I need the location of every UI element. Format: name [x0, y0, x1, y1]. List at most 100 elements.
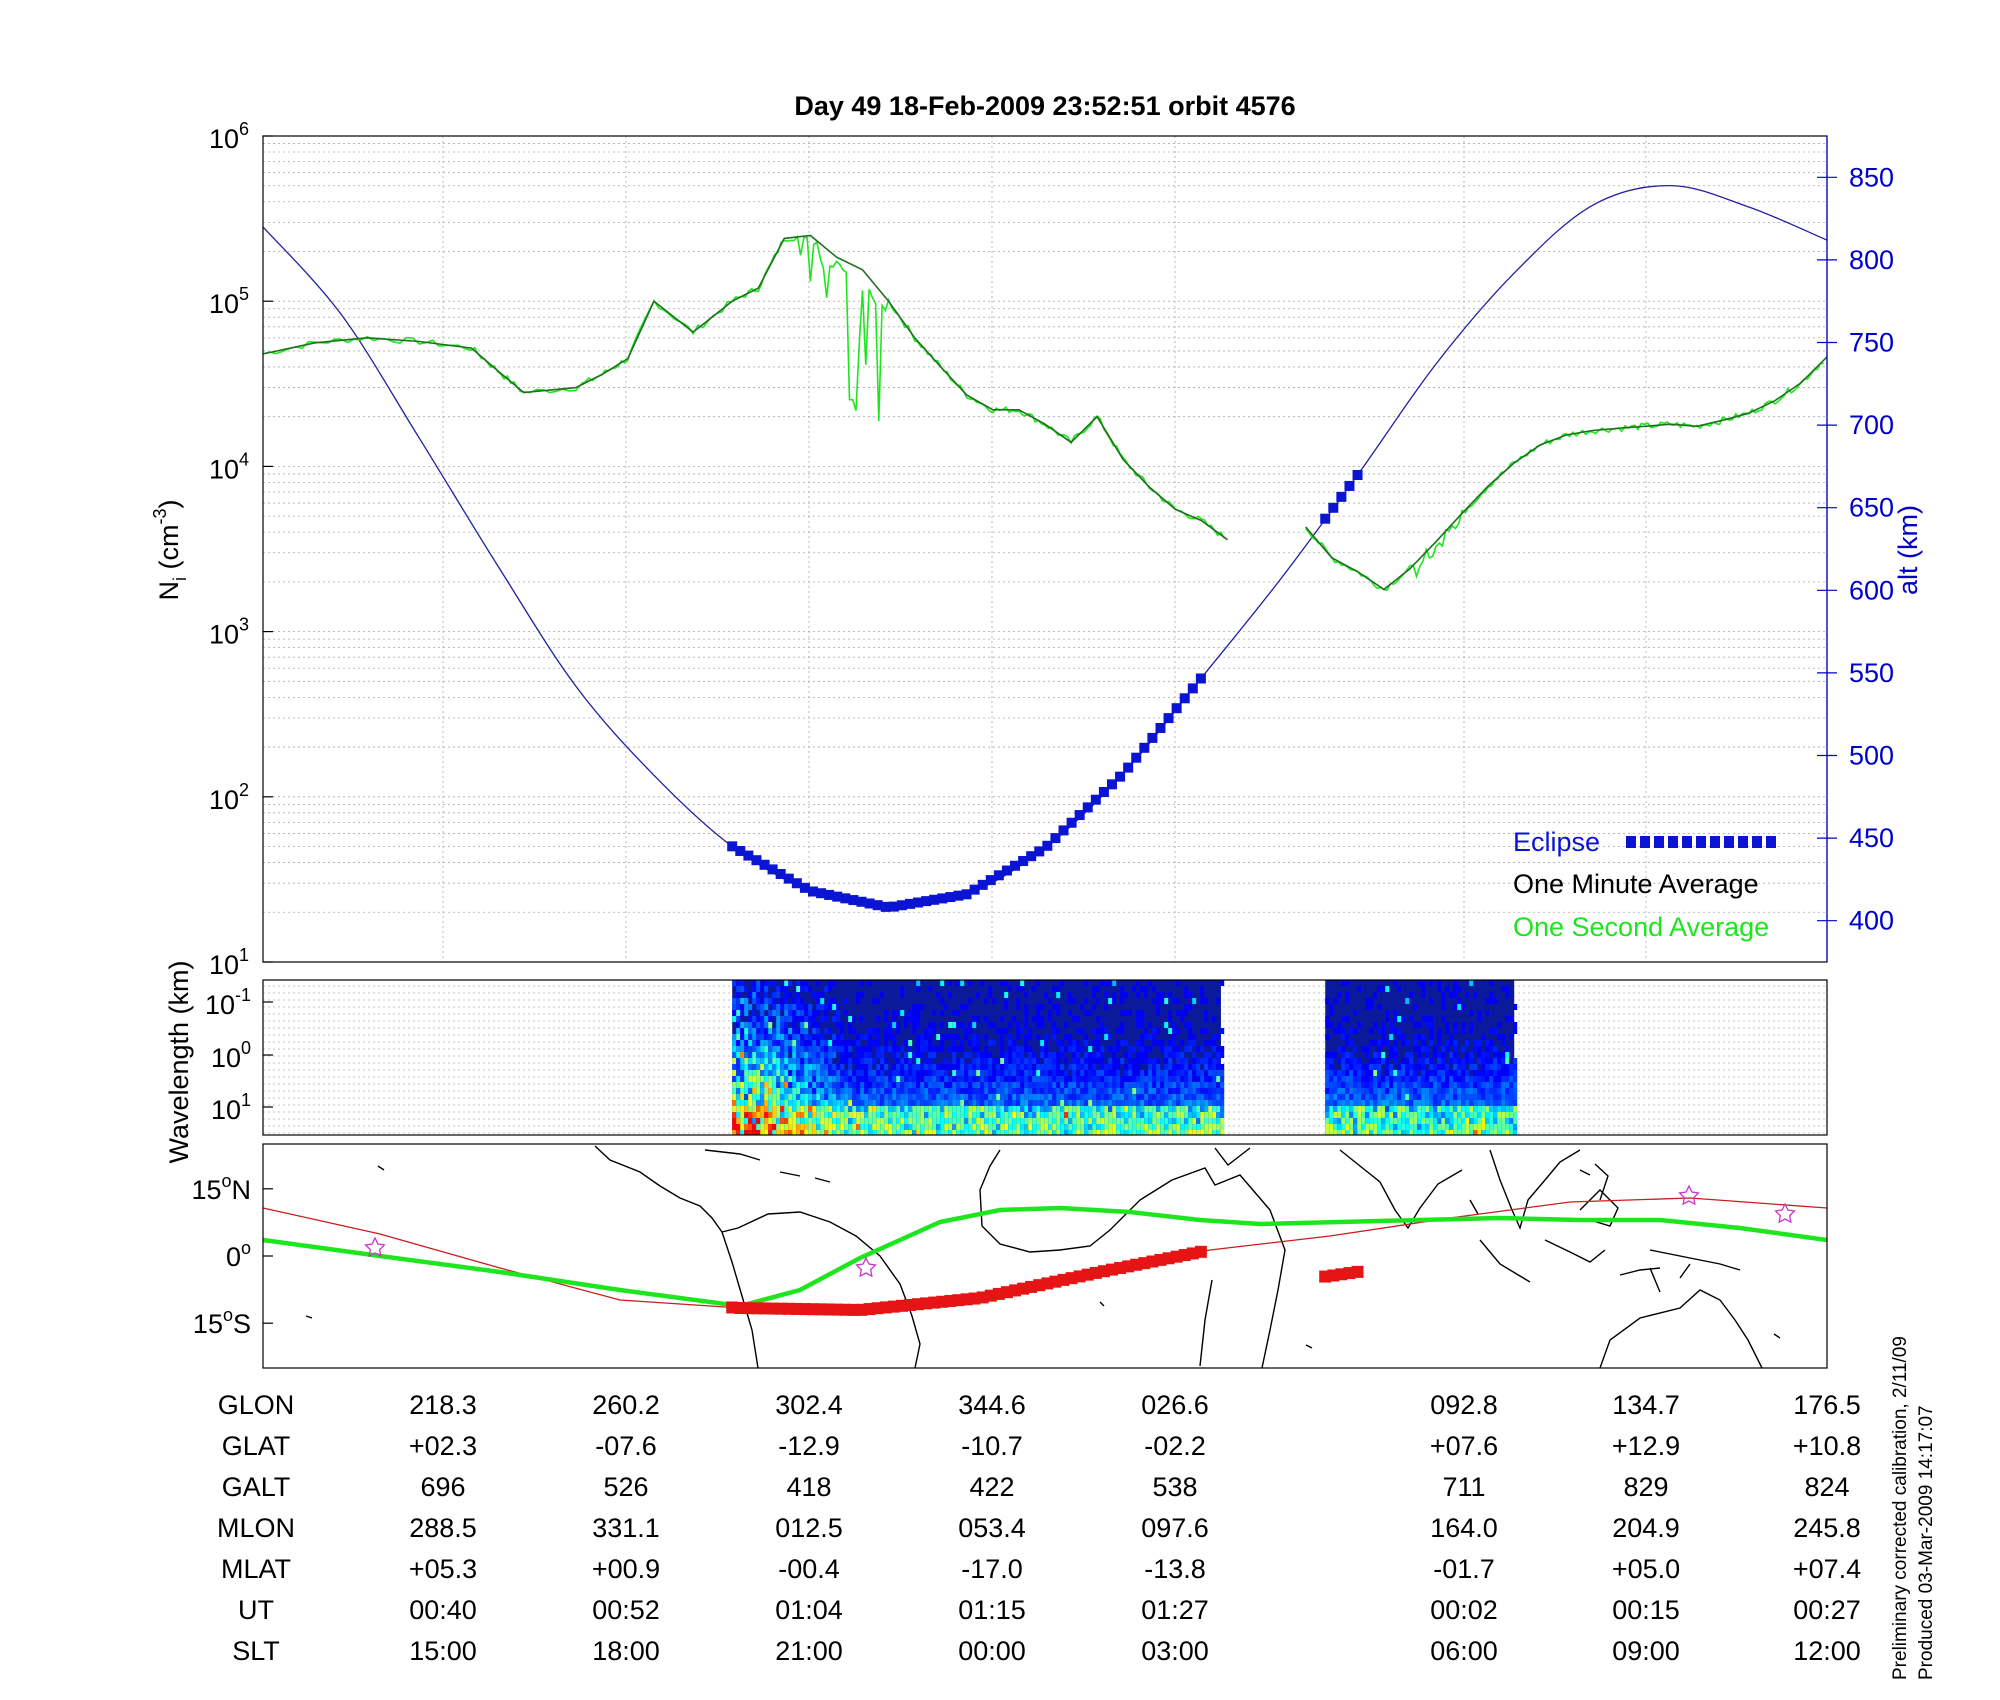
table-cell: 15:00	[409, 1636, 477, 1666]
spectrogram-cell	[1000, 980, 1005, 986]
spectrogram-cell	[1501, 1088, 1506, 1094]
spectrogram-cell	[1124, 1118, 1129, 1124]
spectrogram-cell	[1100, 1082, 1105, 1088]
spectrogram-cell	[832, 998, 837, 1004]
spectrogram-cell	[1381, 1088, 1386, 1094]
spectrogram-cell	[768, 1100, 773, 1106]
spectrogram-cell	[732, 1100, 737, 1106]
spectrogram-cell	[1140, 1046, 1145, 1052]
spectrogram-cell	[1385, 1082, 1390, 1088]
spectrogram-cell	[980, 1064, 985, 1070]
spectrogram-cell	[996, 1112, 1001, 1118]
one-minute-average-line	[263, 234, 1827, 591]
lat-tick-label: 15oN	[191, 1171, 251, 1205]
spectrogram-cell	[844, 1112, 849, 1118]
spectrogram-cell	[1068, 1082, 1073, 1088]
spectrogram-cell	[840, 1112, 845, 1118]
spectrogram-cell	[1341, 1106, 1346, 1112]
spectrogram-cell	[1345, 992, 1350, 998]
spectrogram-cell	[1421, 1130, 1426, 1135]
spectrogram-cell	[1453, 992, 1458, 998]
spectrogram-cell	[1132, 1094, 1137, 1100]
spectrogram-cell	[772, 992, 777, 998]
spectrogram-cell	[1509, 1064, 1514, 1070]
spectrogram-cell	[908, 1094, 913, 1100]
spectrogram-cell	[1485, 1010, 1490, 1016]
spectrogram-cell	[1120, 992, 1125, 998]
spectrogram-cell	[892, 1046, 897, 1052]
spectrogram-cell	[1100, 1112, 1105, 1118]
spectrogram-cell	[948, 1088, 953, 1094]
spectrogram-cell	[1409, 1118, 1414, 1124]
spectrogram-cell	[756, 1016, 761, 1022]
spectrogram-cell	[932, 1076, 937, 1082]
spectrogram-cell	[1381, 1124, 1386, 1130]
spectrogram-cell	[944, 1130, 949, 1135]
spectrogram-cell	[780, 1004, 785, 1010]
spectrogram-cell	[1409, 1088, 1414, 1094]
spectrogram-cell	[976, 1082, 981, 1088]
spectrogram-cell	[1341, 1124, 1346, 1130]
spectrogram-cell	[1020, 1046, 1025, 1052]
spectrogram-cell	[844, 1076, 849, 1082]
spectrogram-cell	[1092, 1088, 1097, 1094]
spectrogram-cell	[1405, 1040, 1410, 1046]
spectrogram-cell	[1377, 1082, 1382, 1088]
spectrogram-cell	[888, 1118, 893, 1124]
spectrogram-cell	[1156, 1112, 1161, 1118]
spectrogram-cell	[1329, 1052, 1334, 1058]
spectrogram-cell	[1184, 1010, 1189, 1016]
spectrogram-cell	[1068, 1064, 1073, 1070]
spectrogram-cell	[732, 1076, 737, 1082]
spectrogram-cell	[1004, 1064, 1009, 1070]
spectrogram-cell	[808, 1082, 813, 1088]
spectrogram-cell	[1072, 1112, 1077, 1118]
spectrogram-cell	[976, 1034, 981, 1040]
spectrogram-cell	[1012, 1118, 1017, 1124]
spectrogram-cell	[1501, 1100, 1506, 1106]
spectrogram-cell	[760, 1058, 765, 1064]
spectrogram-cell	[856, 1106, 861, 1112]
spectrogram-cell	[988, 1040, 993, 1046]
spectrogram-cell	[1128, 1076, 1133, 1082]
spectrogram-cell	[1144, 1130, 1149, 1135]
spectrogram-cell	[1481, 1130, 1486, 1135]
spectrogram-cell	[1196, 1058, 1201, 1064]
spectrogram-cell	[1341, 1016, 1346, 1022]
spectrogram-cell	[748, 1082, 753, 1088]
spectrogram-cell	[1124, 1100, 1129, 1106]
spectrogram-cell	[988, 1070, 993, 1076]
spectrogram-cell	[1349, 1130, 1354, 1135]
spectrogram-cell	[1445, 1088, 1450, 1094]
spectrogram-cell	[1365, 1064, 1370, 1070]
spectrogram-cell	[968, 1076, 973, 1082]
spectrogram-cell	[980, 980, 985, 986]
spectrogram-cell	[976, 1058, 981, 1064]
spectrogram-cell	[760, 986, 765, 992]
spectrogram-cell	[1108, 1094, 1113, 1100]
spectrogram-cell	[1345, 1100, 1350, 1106]
table-row-label: GLAT	[222, 1431, 291, 1461]
spectrogram-cell	[1477, 1016, 1482, 1022]
spectrogram-cell	[1501, 1064, 1506, 1070]
spectrogram-cell	[988, 1112, 993, 1118]
spectrogram-cell	[1485, 998, 1490, 1004]
spectrogram-cell	[1501, 1058, 1506, 1064]
spectrogram-cell	[1008, 1070, 1013, 1076]
spectrogram-cell	[1461, 1064, 1466, 1070]
spectrogram-cell	[1016, 1118, 1021, 1124]
table-cell: 204.9	[1612, 1513, 1680, 1543]
spectrogram-cell	[928, 1022, 933, 1028]
spectrogram-cell	[924, 1076, 929, 1082]
spectrogram-cell	[908, 1064, 913, 1070]
spectrogram-cell	[900, 1124, 905, 1130]
spectrogram-cell	[1485, 1130, 1490, 1135]
spectrogram-cell	[1060, 1040, 1065, 1046]
spectrogram-cell	[840, 1040, 845, 1046]
spectrogram-cell	[1457, 1106, 1462, 1112]
spectrogram-cell	[908, 1070, 913, 1076]
spectrogram-cell	[1485, 1124, 1490, 1130]
spectrogram-cell	[896, 1130, 901, 1135]
spectrogram-cell	[1405, 1088, 1410, 1094]
spectrogram-cell	[1397, 1034, 1402, 1040]
